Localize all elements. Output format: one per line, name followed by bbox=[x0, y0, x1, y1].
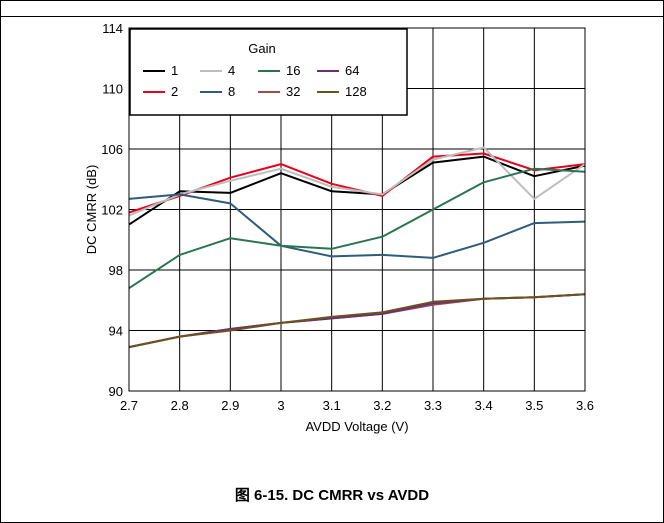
legend-label-gain-16: 16 bbox=[286, 63, 300, 78]
figure-caption: 图 6-15. DC CMRR vs AVDD bbox=[234, 487, 430, 504]
y-axis-title: DC CMRR (dB) bbox=[84, 165, 99, 255]
x-tick-label: 3 bbox=[277, 398, 284, 413]
x-tick-label: 3.4 bbox=[475, 398, 493, 413]
y-tick-label: 106 bbox=[101, 142, 123, 157]
series-line-gain-2 bbox=[128, 152, 586, 214]
legend-label-gain-2: 2 bbox=[171, 84, 178, 99]
y-tick-label: 94 bbox=[109, 324, 123, 339]
x-tick-label: 2.9 bbox=[221, 398, 239, 413]
top-border-line bbox=[0, 16, 664, 17]
series-line-gain-64 bbox=[128, 293, 586, 349]
x-axis-title: AVDD Voltage (V) bbox=[305, 419, 408, 434]
chart: 2.7 2.8 2.9 3 3.1 3.2 3.3 3.4 3.5 3.6 90 94 98 102 106… bbox=[84, 21, 594, 434]
series-line-gain-4 bbox=[128, 146, 586, 217]
legend: Gain 1 4 16 64 2 8 32 128 bbox=[129, 28, 408, 116]
legend-items: 1 4 16 64 2 8 32 128 bbox=[143, 63, 367, 99]
plot-area-border bbox=[128, 27, 586, 392]
y-tick-label: 114 bbox=[102, 21, 123, 36]
legend-label-gain-1: 1 bbox=[171, 63, 178, 78]
legend-label-gain-128: 128 bbox=[345, 84, 367, 99]
series-line-gain-1 bbox=[128, 155, 586, 226]
x-tick-label: 3.5 bbox=[525, 398, 543, 413]
series-line-gain-32 bbox=[128, 293, 586, 349]
legend-label-gain-32: 32 bbox=[286, 84, 300, 99]
x-tick-label: 3.3 bbox=[424, 398, 442, 413]
series-lines bbox=[128, 146, 586, 349]
legend-label-gain-64: 64 bbox=[345, 63, 359, 78]
y-tick-label: 90 bbox=[109, 384, 123, 399]
y-tick-label: 98 bbox=[109, 263, 123, 278]
x-tick-label: 3.1 bbox=[323, 398, 341, 413]
x-tick-label: 2.7 bbox=[120, 398, 138, 413]
x-tick-label: 3.2 bbox=[373, 398, 391, 413]
legend-title: Gain bbox=[248, 41, 275, 56]
series-line-gain-128 bbox=[128, 293, 586, 349]
x-tick-label: 3.6 bbox=[576, 398, 594, 413]
y-tick-label: 110 bbox=[102, 82, 123, 97]
legend-label-gain-4: 4 bbox=[228, 63, 235, 78]
series-line-gain-8 bbox=[128, 193, 586, 259]
tick-labels: 2.7 2.8 2.9 3 3.1 3.2 3.3 3.4 3.5 3.6 90 94 98 102 106… bbox=[101, 21, 594, 413]
y-tick-label: 102 bbox=[101, 203, 123, 218]
legend-label-gain-8: 8 bbox=[228, 84, 235, 99]
x-tick-label: 2.8 bbox=[171, 398, 189, 413]
series-line-gain-16 bbox=[128, 167, 586, 290]
